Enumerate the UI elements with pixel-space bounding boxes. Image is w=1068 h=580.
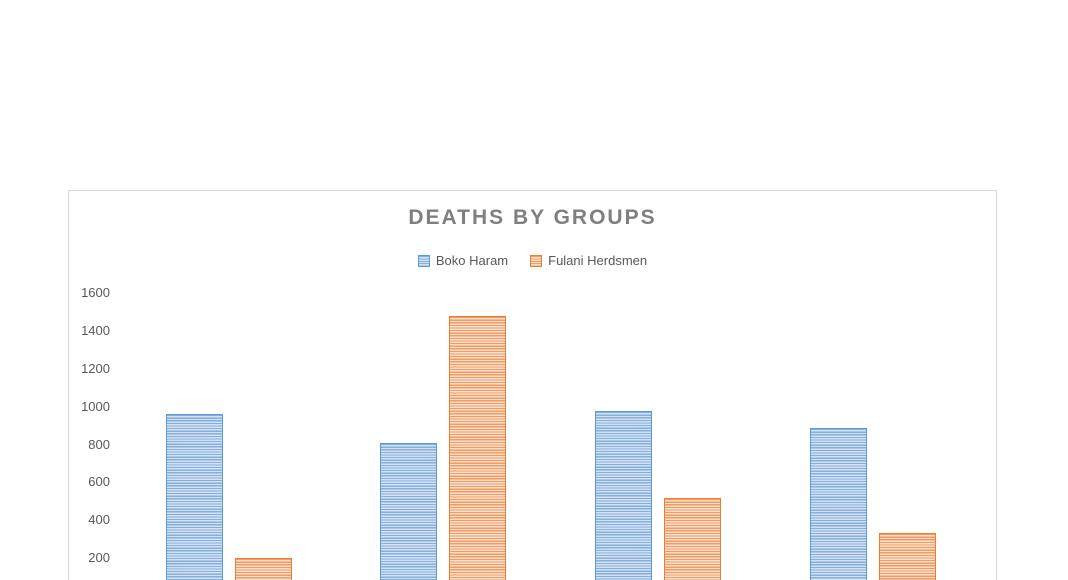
chart-legend: Boko Haram Fulani Herdsmen: [68, 253, 997, 268]
legend-swatch-icon: [530, 254, 543, 267]
bar-fulani-herdsmen-2: [664, 497, 722, 580]
y-axis-tick-label: 1400: [81, 322, 110, 338]
bar-boko-haram-1: [380, 442, 438, 580]
legend-label: Boko Haram: [435, 253, 509, 268]
legend-item: Fulani Herdsmen: [530, 253, 647, 268]
bar-boko-haram-3: [809, 428, 867, 580]
y-axis-tick-label: 600: [88, 474, 110, 490]
y-axis-tick-label: 1600: [81, 285, 110, 300]
y-axis-tick-label: 1200: [81, 360, 110, 376]
y-axis-tick-label: 400: [88, 512, 110, 528]
legend-item: Boko Haram: [417, 253, 509, 268]
y-axis-tick-label: 200: [88, 550, 110, 566]
bar-fulani-herdsmen-1: [449, 315, 507, 580]
bar-fulani-herdsmen-0: [234, 558, 292, 580]
legend-label: Fulani Herdsmen: [548, 253, 648, 268]
y-axis-tick-label: 1000: [81, 398, 110, 414]
chart-title: DEATHS BY GROUPS: [408, 206, 657, 229]
y-axis-tick-label: 800: [88, 436, 110, 452]
bar-boko-haram-0: [165, 414, 223, 580]
legend-swatch-icon: [417, 254, 430, 267]
bar-boko-haram-2: [595, 411, 653, 580]
bar-fulani-herdsmen-3: [878, 532, 936, 580]
